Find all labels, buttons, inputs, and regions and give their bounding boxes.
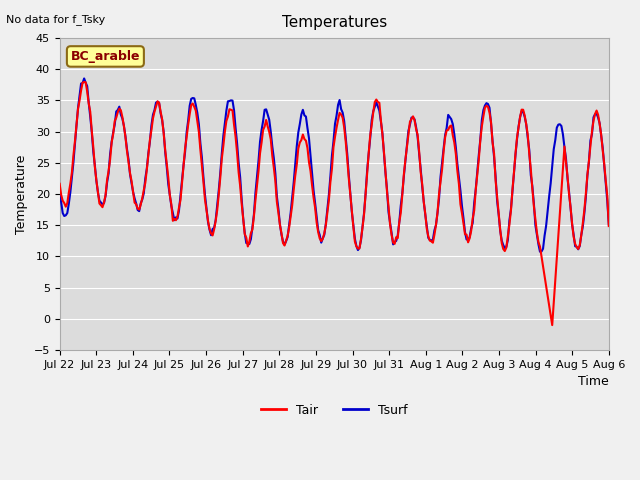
Y-axis label: Temperature: Temperature [15,155,28,234]
X-axis label: Time: Time [578,375,609,388]
Text: BC_arable: BC_arable [70,50,140,63]
Legend: Tair, Tsurf: Tair, Tsurf [256,399,413,422]
Title: Temperatures: Temperatures [282,15,387,30]
Text: No data for f_Tsky: No data for f_Tsky [6,14,106,25]
